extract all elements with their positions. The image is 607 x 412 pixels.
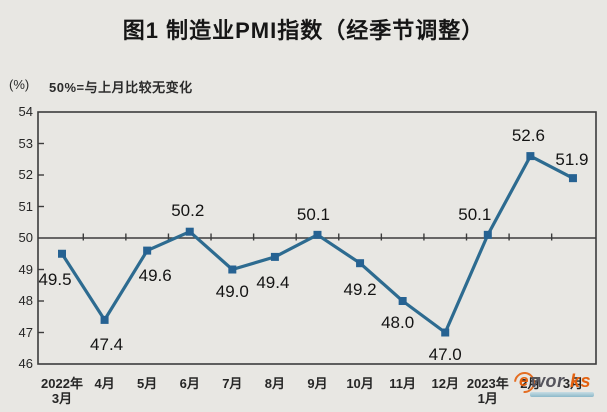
reference-line-note: 50%=与上月比较无变化: [49, 80, 193, 95]
data-point-marker: [356, 259, 365, 268]
x-tick-label: 1月: [477, 391, 498, 406]
data-point-marker: [228, 265, 237, 274]
x-tick-label: 3月: [562, 376, 584, 391]
data-point-marker: [398, 297, 407, 305]
data-point-marker: [483, 230, 492, 239]
x-tick-label: 8月: [264, 376, 286, 391]
data-point-marker: [58, 249, 66, 258]
data-value-label: 51.9: [555, 150, 589, 170]
data-value-label: 47.4: [90, 334, 124, 354]
x-tick-label: 2月: [520, 376, 541, 391]
data-point-marker: [313, 230, 322, 239]
x-tick-label: 12月: [431, 376, 459, 391]
y-tick-label: 50: [18, 230, 33, 245]
y-tick-label: 48: [18, 293, 33, 308]
x-tick-label: 9月: [307, 376, 328, 391]
watermark-text-wor: wor: [531, 371, 565, 391]
data-value-label: 49.5: [38, 269, 72, 289]
data-value-label: 49.2: [343, 280, 377, 300]
x-tick-label: 7月: [222, 376, 243, 391]
chart-title: 图1 制造业PMI指数（经季节调整）: [122, 18, 485, 43]
y-tick-label: 53: [18, 135, 33, 151]
watermark-underline-bar: [530, 392, 594, 397]
pmi-line-series: [60, 154, 575, 335]
y-tick-label: 46: [18, 356, 33, 371]
x-tick-label: 2023年: [466, 376, 509, 391]
data-value-label: 49.0: [215, 281, 249, 301]
x-tick-label: 2022年: [41, 376, 83, 391]
data-point-marker: [568, 174, 577, 183]
data-value-label: 48.0: [381, 313, 415, 332]
y-axis-unit-label: (%): [9, 77, 30, 92]
data-value-label: 50.1: [458, 204, 492, 224]
data-point-marker: [270, 252, 279, 261]
data-value-label: 50.1: [296, 204, 331, 224]
x-tick-label: 3月: [51, 391, 73, 406]
x-tick-label: 4月: [94, 376, 115, 391]
data-point-marker: [143, 246, 152, 255]
x-tick-label: 11月: [389, 376, 416, 391]
data-value-label: 52.6: [511, 126, 545, 146]
watermark-text-e: e: [519, 371, 529, 390]
data-point-marker: [100, 315, 109, 324]
data-value-label: 47.0: [428, 344, 462, 364]
y-tick-label: 49: [18, 261, 33, 277]
data-point-marker: [526, 152, 535, 161]
y-tick-label: 51: [18, 198, 33, 214]
data-value-label: 49.4: [256, 272, 290, 292]
data-point-marker: [441, 328, 450, 337]
x-tick-label: 6月: [179, 376, 200, 391]
y-tick-label: 54: [18, 104, 33, 119]
x-tick-label: 5月: [137, 376, 158, 391]
data-point-marker: [185, 227, 194, 236]
data-value-label: 49.6: [138, 265, 172, 285]
data-value-label: 50.2: [171, 200, 205, 220]
eworks-watermark-logo: e wor ks: [509, 367, 606, 405]
y-tick-label: 52: [18, 167, 33, 182]
y-tick-label: 47: [18, 324, 33, 340]
watermark-text-ks: ks: [570, 371, 592, 391]
x-tick-label: 10月: [346, 376, 374, 391]
